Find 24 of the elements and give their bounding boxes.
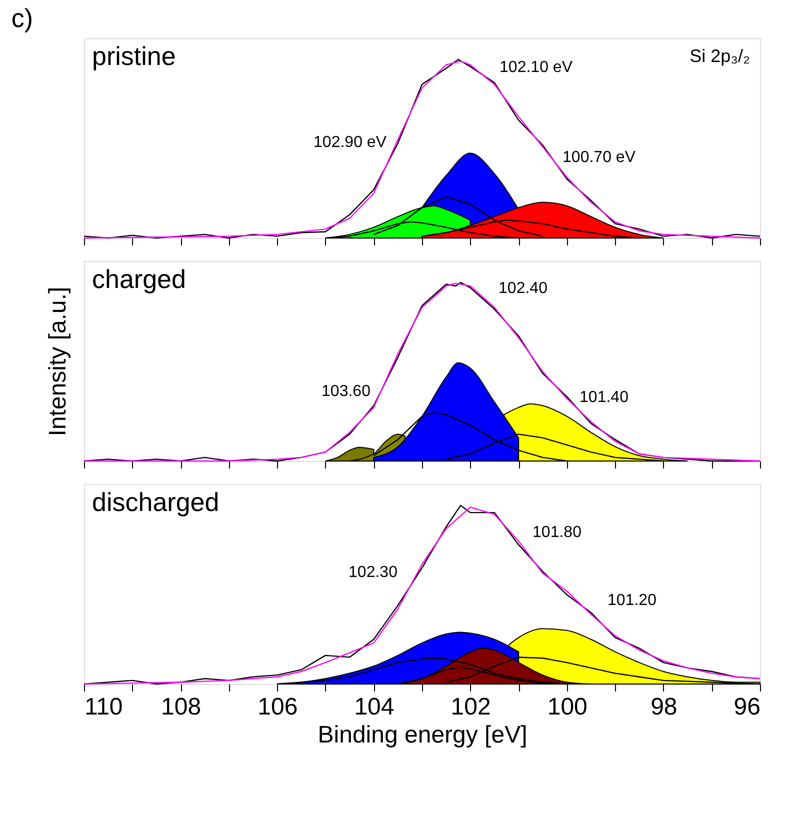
chart-title: c) [11,3,34,33]
x-tick-label: 110 [84,694,123,720]
annotation: 102.10 eV [500,59,573,76]
annotation: 101.80 [532,524,582,541]
x-tick-label: 108 [161,694,202,720]
annotation: 101.20 [608,592,657,609]
annotation: 103.60 [322,383,371,400]
annotation: pristine [92,41,176,71]
annotation: 102.90 eV [314,134,387,151]
x-tick-label: 106 [258,694,298,720]
annotation: 102.30 [348,564,398,581]
annotation: 101.40 [580,389,629,406]
x-tick-label: 96 [734,694,760,720]
x-tick-label: 100 [547,694,588,720]
x-tick-label: 104 [354,694,394,720]
annotation: 100.70 eV [562,149,636,166]
x-axis-title: Binding energy [eV] [318,722,528,748]
annotation: 102.40 [498,280,548,297]
x-tick-label: 98 [650,694,678,720]
annotation: charged [92,264,186,294]
annotation: Si 2p₃/₂ [690,46,750,66]
annotation: discharged [92,487,220,517]
y-axis-title: Intensity [a.u.] [44,286,72,436]
x-tick-label: 102 [450,694,491,720]
